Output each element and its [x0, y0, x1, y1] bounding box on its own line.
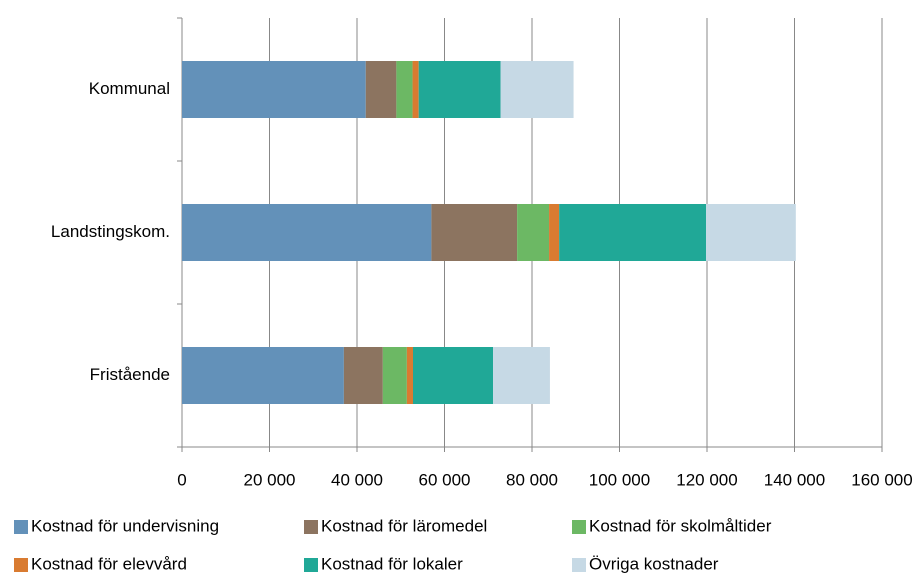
x-tick-label: 80 000	[506, 470, 558, 489]
bar-segment	[365, 61, 397, 118]
legend-swatch	[572, 558, 586, 572]
bar-segment	[559, 204, 707, 261]
bar-segment	[412, 61, 419, 118]
bar-segment	[182, 204, 432, 261]
y-tick-label: Kommunal	[89, 79, 170, 98]
bar-segment	[182, 347, 344, 404]
bar-segment	[382, 347, 407, 404]
legend-swatch	[572, 520, 586, 534]
y-tick-label: Landstingskom.	[51, 222, 170, 241]
legend-label: Kostnad för skolmåltider	[589, 516, 772, 535]
legend-swatch	[304, 558, 318, 572]
legend-label: Kostnad för elevvård	[31, 554, 187, 573]
bar-segment	[517, 204, 550, 261]
x-tick-label: 160 000	[851, 470, 912, 489]
x-tick-label: 0	[177, 470, 186, 489]
x-tick-label: 100 000	[589, 470, 650, 489]
x-tick-label: 140 000	[764, 470, 825, 489]
bar-segment	[413, 347, 494, 404]
legend-swatch	[14, 520, 28, 534]
legend-swatch	[304, 520, 318, 534]
x-tick-label: 20 000	[244, 470, 296, 489]
x-tick-label: 40 000	[331, 470, 383, 489]
legend-label: Övriga kostnader	[589, 554, 719, 573]
bar-segment	[549, 204, 560, 261]
y-tick-label: Fristående	[90, 365, 170, 384]
bar-segment	[182, 61, 366, 118]
bar-segment	[706, 204, 796, 261]
bar-segment	[418, 61, 501, 118]
bar-segment	[343, 347, 383, 404]
bar-segment	[431, 204, 518, 261]
legend-label: Kostnad för lokaler	[321, 554, 463, 573]
bar-segment	[493, 347, 550, 404]
bar-segment	[500, 61, 574, 118]
legend-label: Kostnad för undervisning	[31, 516, 219, 535]
x-tick-label: 60 000	[419, 470, 471, 489]
bar-segment	[396, 61, 413, 118]
x-tick-label: 120 000	[676, 470, 737, 489]
bar-segment	[406, 347, 413, 404]
legend-label: Kostnad för läromedel	[321, 516, 487, 535]
legend-swatch	[14, 558, 28, 572]
